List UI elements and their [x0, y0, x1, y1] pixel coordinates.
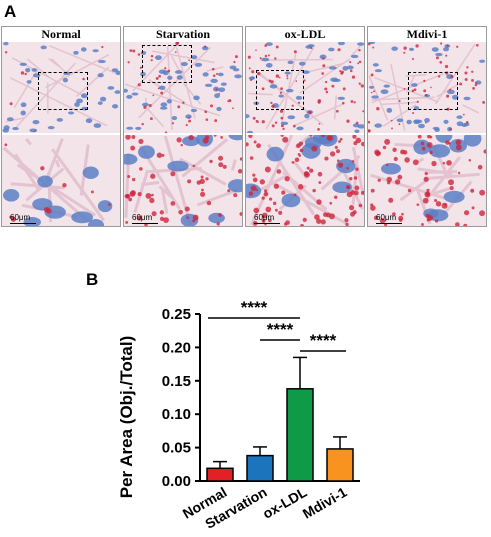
panel-b-letter: B — [86, 270, 99, 289]
scale-bar-label: 60μm — [132, 213, 153, 222]
y-tick-label: 0.15 — [162, 373, 191, 390]
x-tick-label: ox-LDL — [260, 484, 310, 522]
scale-bar — [376, 223, 402, 224]
micrograph-column-starvation: Starvation 60μm — [123, 26, 243, 227]
y-tick-label: 0.10 — [162, 406, 191, 423]
y-axis-label: Per Area (Obj./Total) — [117, 336, 136, 498]
significance-label: **** — [310, 331, 337, 350]
bar-normal — [206, 467, 234, 482]
inset-region-marker — [38, 72, 88, 110]
bar-ox-ldl — [286, 388, 314, 482]
micrograph-zoom: 60μm — [368, 135, 486, 226]
y-tick-label: 0.25 — [162, 306, 191, 323]
micrograph-overview — [368, 42, 486, 133]
bar-chart: Per Area (Obj./Total) 0.00 0.05 0.10 0.15 0.… — [117, 298, 360, 532]
scale-bar — [10, 223, 36, 224]
y-tick-label: 0.05 — [162, 440, 191, 457]
condition-label: ox-LDL — [246, 27, 364, 43]
condition-label: Mdivi-1 — [368, 27, 486, 43]
micrograph-column-ox-ldl: ox-LDL 60μm — [245, 26, 365, 227]
micrograph-zoom: 60μm — [2, 135, 120, 226]
micrograph-overview — [246, 42, 364, 133]
x-tick-label: Mdivi-1 — [300, 484, 350, 522]
micrograph-overview — [124, 42, 242, 133]
micrograph-overview — [2, 42, 120, 133]
micrograph-column-mdivi-1: Mdivi-1 60μm — [367, 26, 487, 227]
condition-label: Normal — [2, 27, 120, 43]
significance-label: **** — [267, 320, 294, 339]
micrograph-grid: Normal 60μm Starvation 60μm ox-LDL 60μm … — [1, 26, 489, 227]
scale-bar-label: 60μm — [254, 213, 275, 222]
inset-region-marker — [408, 72, 458, 110]
scale-bar — [254, 223, 280, 224]
significance-label: **** — [241, 298, 268, 317]
scale-bar-label: 60μm — [376, 213, 397, 222]
bar-starvation — [246, 454, 274, 482]
scale-bar — [132, 223, 158, 224]
inset-region-marker — [142, 45, 192, 83]
bar-mdivi-1 — [326, 448, 354, 482]
micrograph-zoom: 60μm — [246, 135, 364, 226]
y-tick-label: 0.00 — [162, 473, 191, 490]
y-tick-label: 0.20 — [162, 339, 191, 356]
panel-a-letter: A — [4, 2, 17, 21]
scale-bar-label: 60μm — [10, 213, 31, 222]
condition-label: Starvation — [124, 27, 242, 43]
micrograph-column-normal: Normal 60μm — [1, 26, 121, 227]
inset-region-marker — [256, 70, 304, 110]
micrograph-zoom: 60μm — [124, 135, 242, 226]
